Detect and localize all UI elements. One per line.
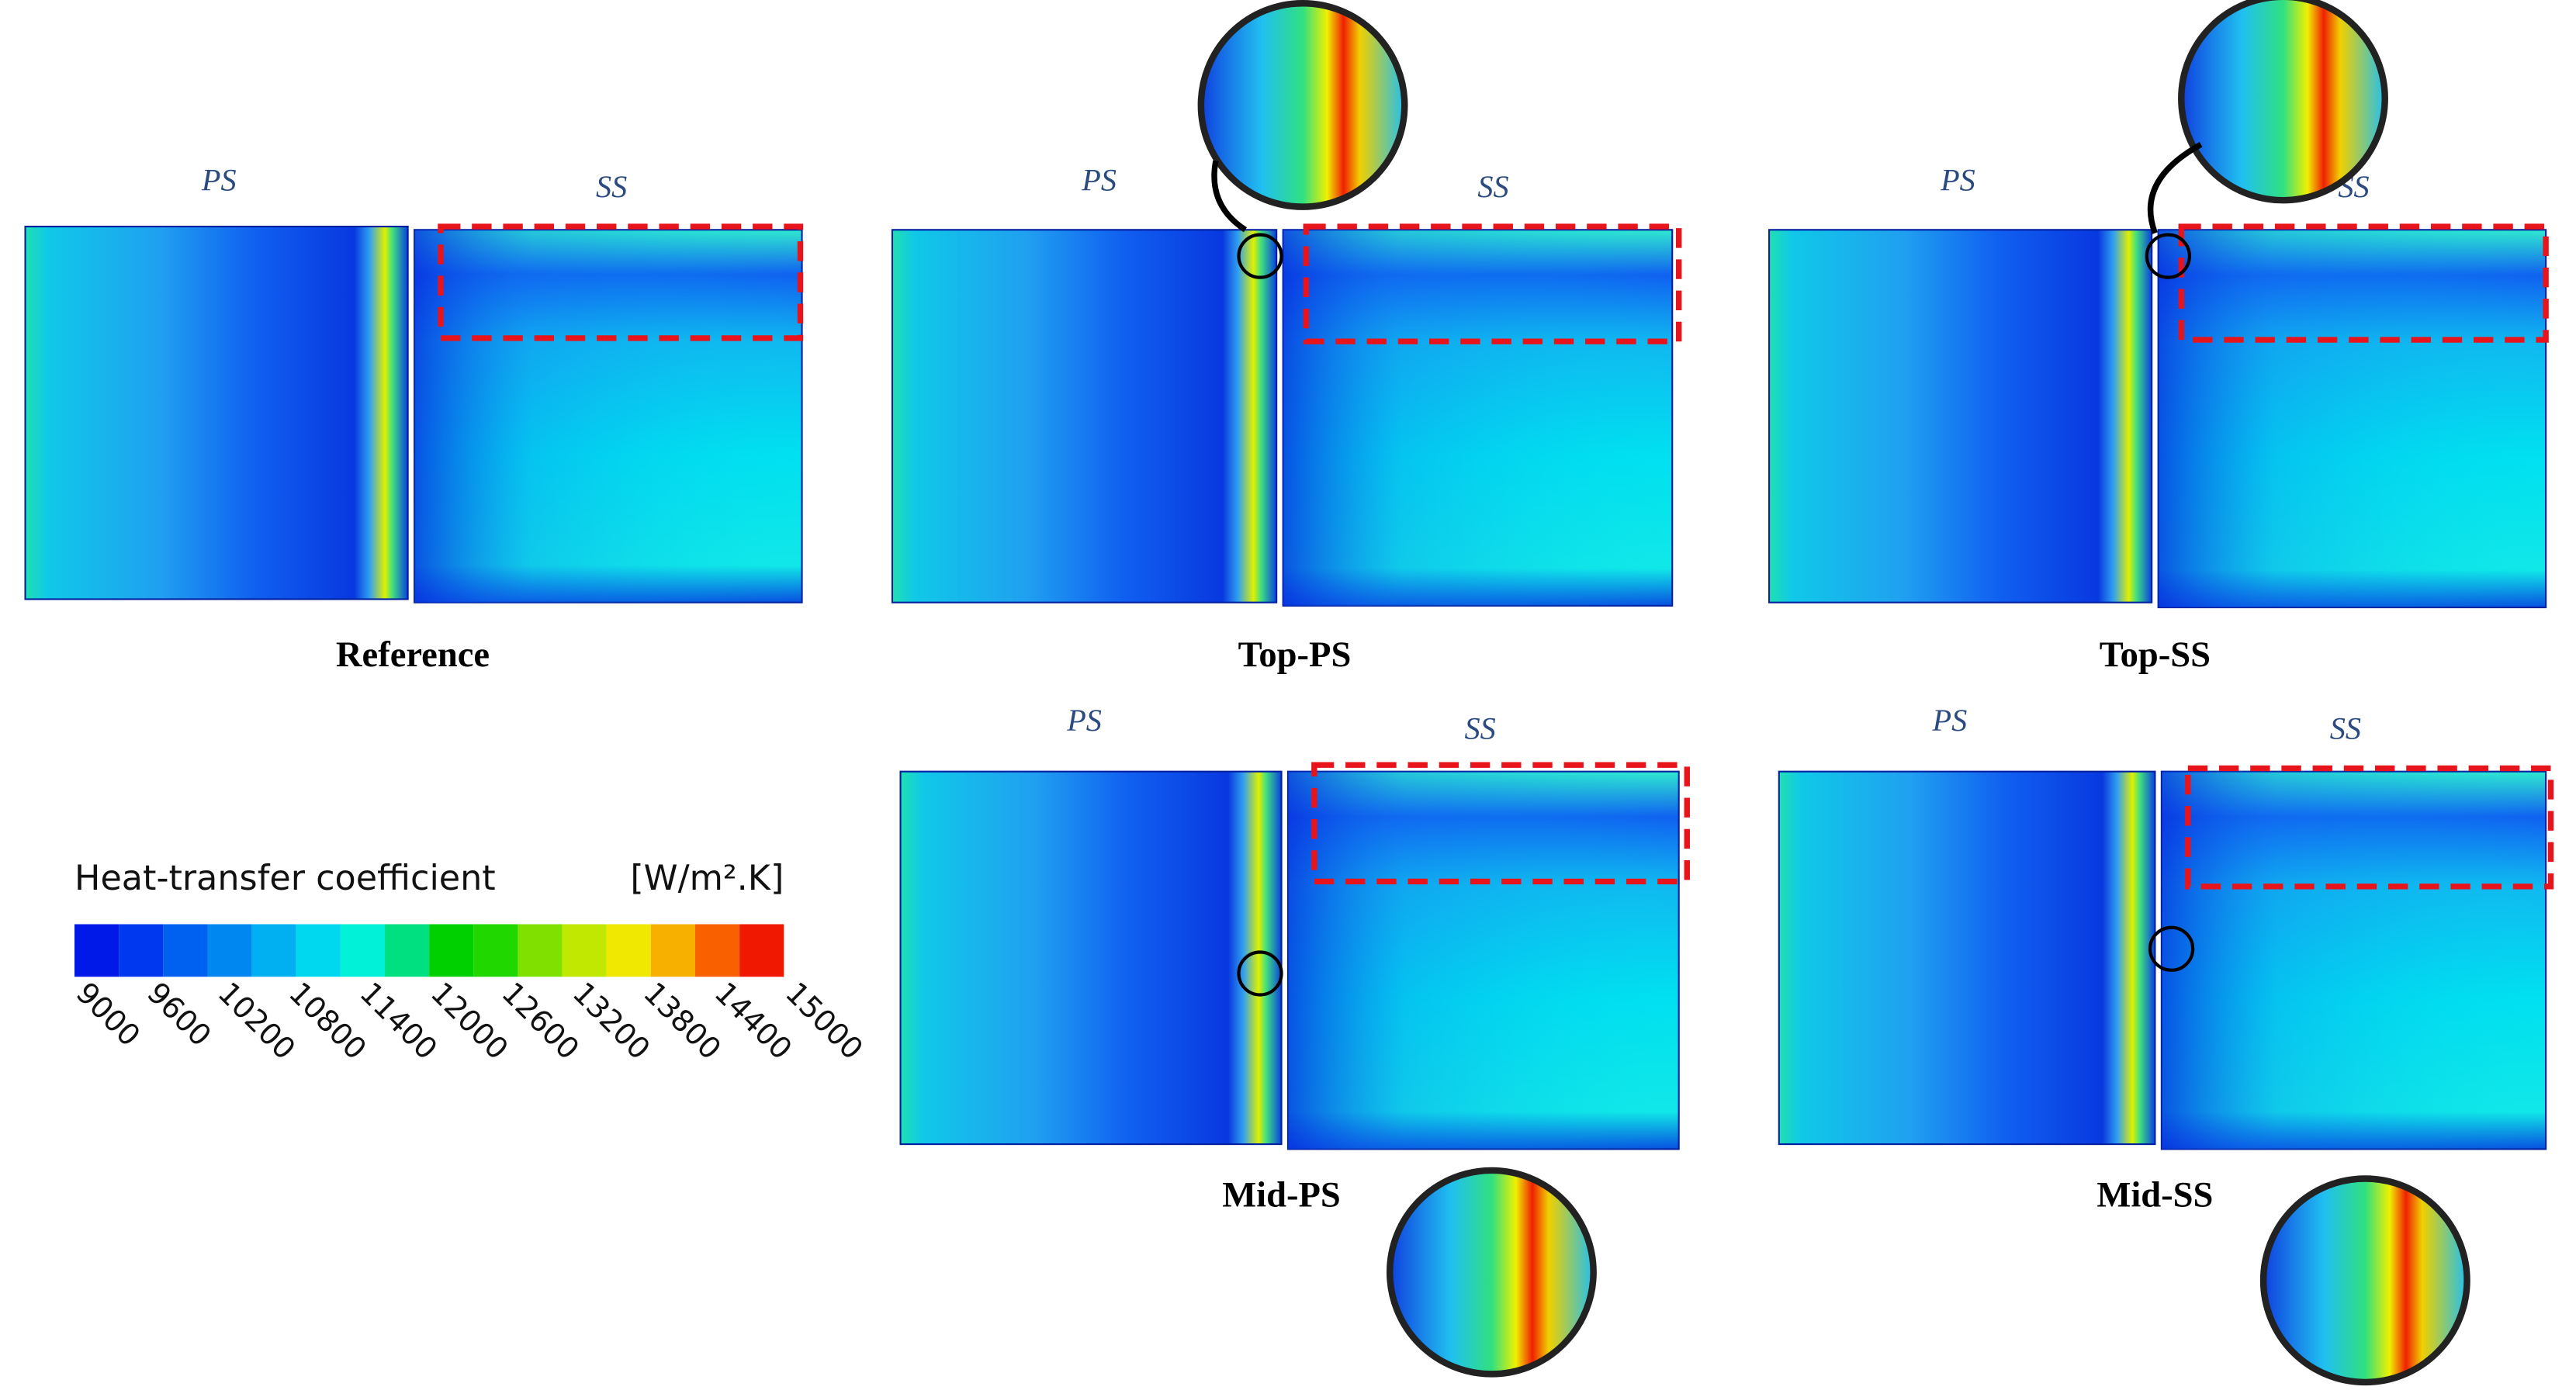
ps-contour [1778, 770, 2156, 1146]
colorbar-tick-label: 9000 [70, 976, 147, 1053]
ss-label: SS [596, 169, 627, 204]
ps-label: PS [201, 162, 237, 197]
ss-label: SS [1465, 711, 1496, 745]
zoom-arrow [1211, 160, 1248, 233]
panel-title: Mid-PS [1222, 1176, 1341, 1215]
colorbar-tick-label: 14400 [708, 976, 798, 1067]
panel-title: Mid-SS [2096, 1176, 2213, 1215]
highlight-box [438, 223, 804, 341]
colorbar-unit: [W/m².K] [630, 859, 784, 898]
marker-circle [1237, 950, 1283, 997]
colorbar-title: Heat-transfer coefficient [74, 859, 496, 898]
zoom-view [1386, 1167, 1597, 1378]
panel: PS SS Mid-PS [899, 703, 1690, 1378]
highlight-box [1311, 762, 1690, 885]
panel: PS SS Reference [24, 162, 804, 675]
ps-contour [891, 229, 1278, 603]
ss-shade [2158, 230, 2547, 608]
colorbar-tick-label: 13800 [637, 976, 728, 1067]
zoom-arrow [2147, 141, 2203, 234]
marker-circle [2145, 233, 2191, 279]
colorbar-tick-label: 10800 [282, 976, 373, 1067]
ps-contour [899, 770, 1283, 1146]
panel: PS SS Mid-SS [1778, 703, 2554, 1386]
colorbar-tick-label: 11400 [353, 976, 444, 1067]
colorbar-tick-label: 10200 [212, 976, 303, 1067]
ss-label: SS [2330, 711, 2361, 745]
ps-contour [24, 225, 409, 600]
ss-shade [414, 230, 802, 603]
colorbar-tick-label: 12000 [424, 976, 515, 1067]
ps-label: PS [1066, 703, 1102, 738]
colorbar-tick-label: 15000 [779, 976, 870, 1067]
panel-title: Top-PS [1238, 635, 1352, 675]
ss-shade [1288, 771, 1679, 1150]
zoom-view [2178, 0, 2388, 204]
ps-label: PS [1932, 703, 1968, 738]
highlight-box [2178, 223, 2549, 343]
highlight-box [1303, 223, 1682, 344]
panel: PS SS Top-PS [891, 0, 1682, 675]
ps-label: PS [1940, 162, 1975, 197]
panel-title: Reference [336, 635, 490, 675]
ss-label: SS [1477, 169, 1508, 204]
colorbar-tick-label: 12600 [495, 976, 586, 1067]
panel-title: Top-SS [2100, 635, 2211, 675]
zoom-view [2259, 1175, 2470, 1386]
ss-shade [2161, 771, 2547, 1150]
marker-circle [1237, 233, 1283, 279]
highlight-box [2185, 765, 2554, 890]
ps-contour [1768, 229, 2153, 603]
colorbar: Heat-transfer coefficient [W/m².K] 90009… [70, 859, 870, 1066]
ss-shade [1283, 230, 1673, 606]
colorbar-tick-label: 9600 [140, 976, 218, 1053]
colorbar-bands [74, 924, 784, 977]
colorbar-tick-label: 13200 [566, 976, 657, 1067]
zoom-view [1197, 0, 1408, 210]
ps-label: PS [1081, 162, 1117, 197]
marker-circle [2148, 925, 2195, 972]
